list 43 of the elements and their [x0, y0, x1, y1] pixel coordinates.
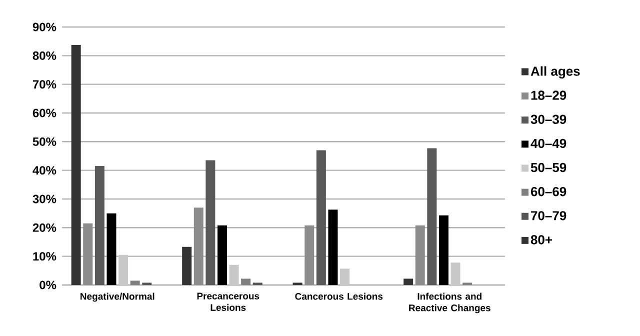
x-tick-label: Negative/Normal: [80, 292, 154, 302]
y-tick-label: 60%: [32, 108, 56, 118]
bar: [182, 246, 192, 285]
y-tick-label: 20%: [32, 223, 56, 232]
legend-label: 50–59: [530, 162, 566, 172]
bar: [94, 166, 104, 285]
legend-label: 70–79: [531, 211, 566, 220]
x-tick-label: Cancerous Lesions: [295, 292, 383, 300]
bar: [106, 213, 116, 285]
bar: [304, 225, 314, 285]
bar: [83, 223, 93, 285]
bar: [194, 208, 204, 285]
bar: [427, 148, 437, 285]
bar: [340, 268, 350, 285]
bar: [404, 278, 414, 285]
bar: [118, 254, 128, 285]
x-tick-label: Infections and Reactive Changes: [409, 292, 490, 314]
y-tick-label: 10%: [33, 252, 56, 261]
bar: [450, 262, 460, 285]
y-tick-label: 40%: [32, 166, 56, 175]
bar: [217, 225, 227, 285]
legend-label: 40–49: [530, 138, 566, 148]
bar: [206, 160, 216, 285]
legend-label: 30–39: [530, 114, 566, 124]
y-tick-label: 80%: [32, 51, 56, 60]
bar: [438, 215, 448, 285]
bar: [316, 150, 326, 285]
y-tick-label: 0%: [40, 280, 56, 290]
legend-label: 80+: [530, 235, 552, 244]
legend-label: 60–69: [530, 186, 566, 196]
y-tick-label: 50%: [32, 137, 56, 146]
bar: [71, 45, 81, 285]
y-tick-label: 30%: [32, 194, 56, 204]
legend-label: 18–29: [531, 90, 566, 100]
bar: [328, 210, 338, 285]
legend-label: All ages: [530, 66, 580, 78]
bar: [415, 225, 425, 285]
y-tick-label: 90%: [32, 22, 56, 32]
bar: [241, 278, 251, 285]
y-tick-label: 70%: [32, 80, 56, 89]
bar: [229, 264, 239, 285]
x-tick-label: Precancerous Lesions: [197, 292, 260, 311]
bar: [130, 280, 140, 285]
